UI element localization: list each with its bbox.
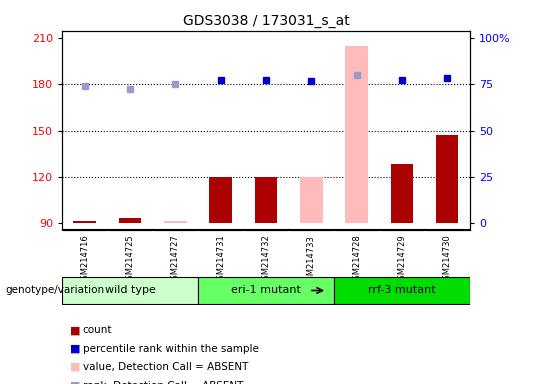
Text: GSM214725: GSM214725 [126, 235, 134, 285]
Text: GSM214732: GSM214732 [261, 235, 271, 285]
Text: eri-1 mutant: eri-1 mutant [231, 285, 301, 296]
Bar [164, 221, 187, 223]
Text: value, Detection Call = ABSENT: value, Detection Call = ABSENT [83, 362, 248, 372]
Bar [436, 135, 458, 223]
Bar [300, 177, 322, 223]
Title: GDS3038 / 173031_s_at: GDS3038 / 173031_s_at [183, 14, 349, 28]
Bar [345, 46, 368, 223]
Text: GSM214727: GSM214727 [171, 235, 180, 285]
Bar [119, 218, 141, 223]
Bar [198, 277, 334, 304]
Text: GSM214716: GSM214716 [80, 235, 89, 285]
Bar [62, 277, 198, 304]
Text: genotype/variation: genotype/variation [5, 285, 105, 296]
Text: GSM214728: GSM214728 [352, 235, 361, 285]
Text: GSM214729: GSM214729 [397, 235, 406, 285]
Text: ■: ■ [70, 362, 81, 372]
Bar [334, 277, 470, 304]
Text: wild type: wild type [105, 285, 156, 296]
Bar [255, 177, 277, 223]
Text: GSM214731: GSM214731 [216, 235, 225, 285]
Text: ■: ■ [70, 325, 81, 335]
Bar [73, 221, 96, 223]
Text: rrf-3 mutant: rrf-3 mutant [368, 285, 436, 296]
Text: rank, Detection Call = ABSENT: rank, Detection Call = ABSENT [83, 381, 243, 384]
Text: percentile rank within the sample: percentile rank within the sample [83, 344, 259, 354]
Text: GSM214733: GSM214733 [307, 235, 316, 286]
Bar [390, 164, 413, 223]
Bar [210, 177, 232, 223]
Text: ■: ■ [70, 381, 81, 384]
Text: ■: ■ [70, 344, 81, 354]
Text: count: count [83, 325, 112, 335]
Text: GSM214730: GSM214730 [443, 235, 451, 285]
